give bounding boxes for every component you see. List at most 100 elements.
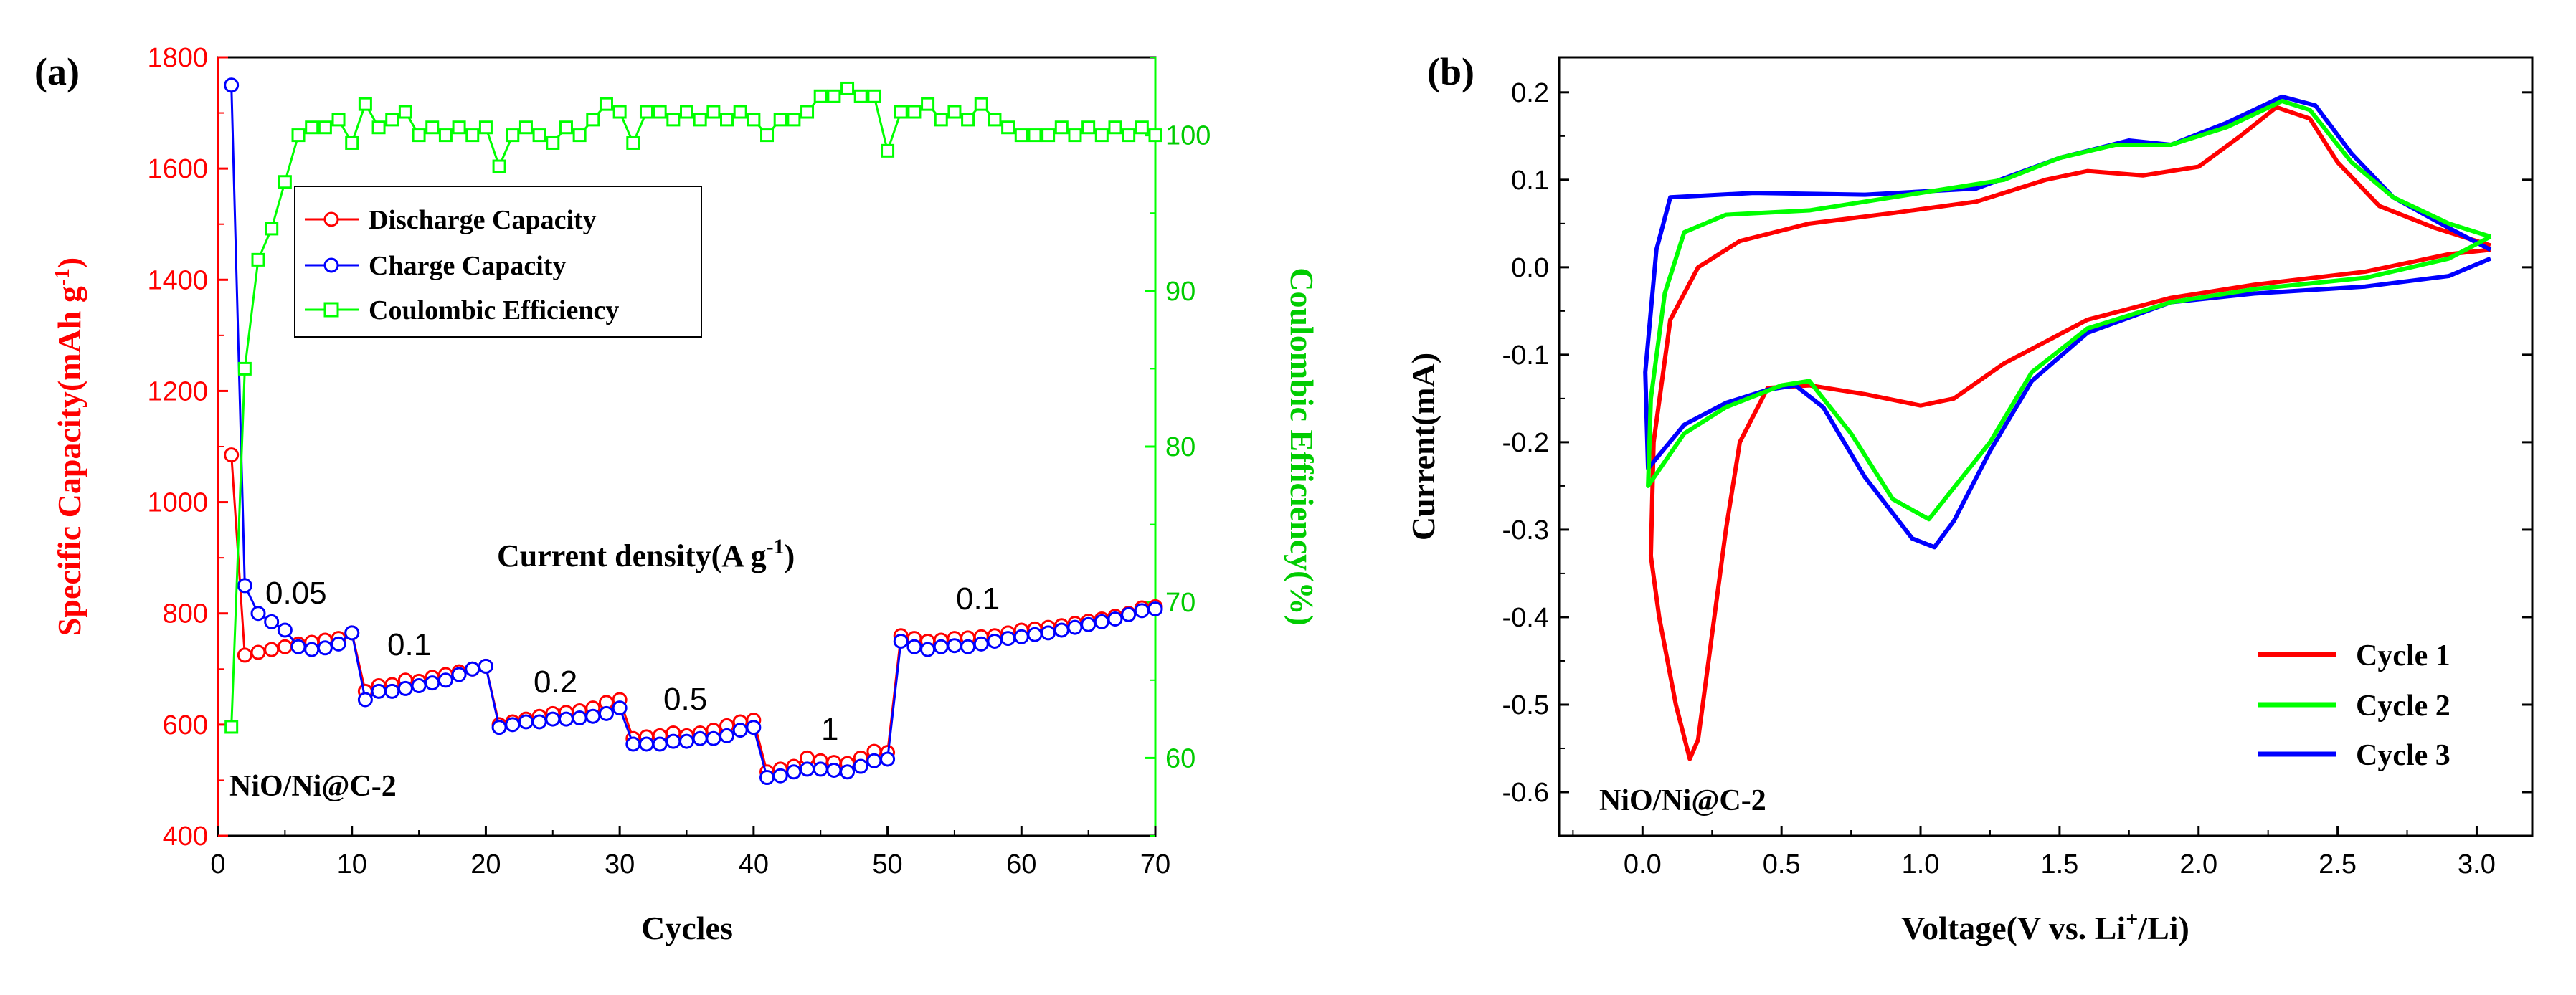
efficiency-point <box>237 361 252 376</box>
rate-label-0-5: 0.5 <box>663 682 707 717</box>
efficiency-point <box>1148 128 1162 143</box>
x-tick-label: 2.0 <box>2179 849 2217 880</box>
charge-point <box>1094 614 1109 629</box>
x-tick-label: 1.0 <box>1902 849 1940 880</box>
charge-point <box>706 730 721 746</box>
panel-b-x-axis-title: Voltage(V vs. Li+/Li) <box>1901 908 2189 946</box>
panel-b-x-axis-title-sup: + <box>2126 908 2138 931</box>
panel-b-x-axis-title-main: Voltage(V vs. Li <box>1901 910 2126 946</box>
charge-point <box>518 714 534 730</box>
efficiency-point <box>371 120 386 135</box>
charge-point <box>304 642 320 657</box>
charge-point <box>973 636 989 652</box>
efficiency-point <box>546 135 560 150</box>
panel-b-x-ticks: 0.0 0.5 1.0 1.5 2.0 2.5 3.0 <box>1572 826 2496 880</box>
current-density-annotation: Current density(A g-1) <box>497 535 795 573</box>
efficiency-point <box>706 105 721 119</box>
charge-point <box>880 751 896 767</box>
charge-point <box>746 720 762 735</box>
efficiency-point <box>760 128 775 143</box>
left-y-tick-label: 1200 <box>147 376 208 406</box>
panel-a: (a) 0 10 20 30 40 50 60 70 40060080010001200140… <box>34 43 1320 946</box>
efficiency-point <box>385 113 399 127</box>
efficiency-point <box>1014 128 1028 143</box>
charge-point <box>1147 601 1163 617</box>
efficiency-point <box>1028 128 1042 143</box>
cycle-1-curve <box>1648 105 2491 761</box>
legend-efficiency-label: Coulombic Efficiency <box>369 295 619 325</box>
efficiency-point <box>800 105 815 119</box>
efficiency-point <box>907 105 922 119</box>
x-tick-label: 30 <box>605 849 635 880</box>
efficiency-point <box>773 113 787 127</box>
x-tick-label: 1.5 <box>2040 849 2078 880</box>
efficiency-point <box>974 97 988 111</box>
panel-b-plot-frame <box>1558 56 2534 837</box>
efficiency-point <box>559 120 573 135</box>
charge-point <box>625 736 641 752</box>
x-tick-label: 2.5 <box>2319 849 2357 880</box>
panel-b: (b) 0.0 0.5 1.0 1.5 2.0 2.5 3.0 0.2 0.1 0.0 -0.1 -… <box>1405 50 2534 946</box>
charge-point <box>357 692 373 708</box>
x-tick-label: 0.5 <box>1763 849 1801 880</box>
charge-point <box>772 768 788 784</box>
charge-point <box>478 658 493 674</box>
charge-point <box>1134 603 1150 619</box>
x-tick-label: 3.0 <box>2458 849 2496 880</box>
left-y-tick-label: 1400 <box>147 265 208 295</box>
efficiency-point <box>626 135 640 150</box>
charge-point <box>906 639 922 654</box>
y-tick-label: 0.1 <box>1511 166 1549 196</box>
current-density-end: ) <box>785 538 795 573</box>
charge-point <box>224 77 240 93</box>
panel-a-right-y-ticks: 60 70 80 90 100 <box>1145 57 1211 837</box>
x-tick-label: 60 <box>1006 849 1036 880</box>
panel-a-left-axis-title: Specific Capacity(mAh g-1) <box>50 257 87 636</box>
right-y-tick-label: 80 <box>1165 432 1195 462</box>
charge-point <box>692 730 708 746</box>
y-tick-label: 0.2 <box>1511 78 1549 108</box>
x-tick-label: 20 <box>470 849 501 880</box>
efficiency-point <box>532 128 546 143</box>
rate-label-1: 1 <box>821 712 838 747</box>
y-tick-label: -0.4 <box>1502 603 1549 633</box>
efficiency-point <box>666 113 681 127</box>
efficiency-point <box>465 128 480 143</box>
efficiency-point <box>733 105 747 119</box>
charge-point <box>826 762 842 778</box>
panel-a-series <box>224 77 1163 786</box>
discharge-point <box>264 642 280 657</box>
efficiency-point <box>747 113 761 127</box>
charge-point <box>719 728 735 743</box>
charge-point <box>598 705 614 721</box>
charge-point <box>264 614 280 629</box>
efficiency-point <box>961 113 975 127</box>
y-tick-label: -0.1 <box>1502 341 1549 371</box>
rate-label-0-1: 0.1 <box>387 627 431 662</box>
left-y-tick-label: 1800 <box>147 43 208 73</box>
efficiency-point <box>827 89 841 103</box>
charge-point <box>612 700 628 716</box>
charge-point <box>465 661 480 677</box>
efficiency-point <box>1094 128 1109 143</box>
panel-a-sample-label: NiO/Ni@C-2 <box>229 770 397 803</box>
charge-point <box>237 578 252 594</box>
charge-point <box>666 733 681 749</box>
charge-point <box>384 683 400 699</box>
charge-point <box>491 720 507 735</box>
left-y-tick-label: 600 <box>163 710 208 741</box>
efficiency-point <box>345 135 359 150</box>
efficiency-point <box>881 143 895 158</box>
efficiency-point <box>720 113 734 127</box>
efficiency-point <box>1108 120 1122 135</box>
x-tick-label: 0 <box>210 849 225 880</box>
right-y-tick-label: 100 <box>1165 121 1211 151</box>
efficiency-point <box>305 120 319 135</box>
efficiency-point <box>680 105 693 119</box>
charge-point <box>451 667 467 682</box>
charge-point <box>1053 622 1069 638</box>
charge-point <box>250 606 266 622</box>
charge-point <box>1107 611 1123 627</box>
rate-label-0-2: 0.2 <box>534 665 577 700</box>
charge-point <box>437 672 453 688</box>
